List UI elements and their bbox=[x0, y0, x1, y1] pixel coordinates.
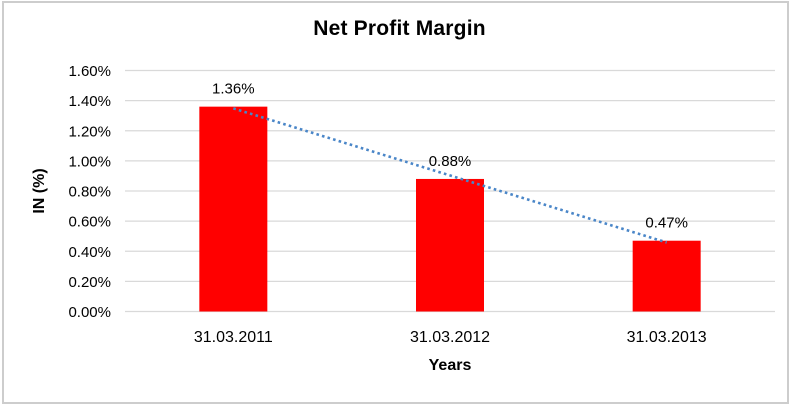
x-axis-tick-label: 31.03.2012 bbox=[410, 329, 490, 346]
data-label: 0.88% bbox=[429, 153, 472, 170]
data-label: 1.36% bbox=[212, 81, 255, 98]
y-axis-tick-label: 1.40% bbox=[68, 93, 111, 110]
x-axis-tick-label: 31.03.2013 bbox=[627, 329, 707, 346]
bar[interactable] bbox=[199, 106, 268, 312]
y-axis-tick-label: 0.60% bbox=[68, 214, 111, 231]
x-axis-title: Years bbox=[428, 357, 472, 374]
y-axis-tick-label: 0.40% bbox=[68, 244, 111, 261]
y-axis-tick-label: 0.20% bbox=[68, 274, 111, 291]
chart-title: Net Profit Margin bbox=[313, 17, 486, 40]
y-axis-tick-label: 1.00% bbox=[68, 153, 111, 170]
x-axis-tick-label: 31.03.2011 bbox=[194, 329, 273, 346]
y-axis-tick-label: 0.00% bbox=[68, 304, 111, 321]
trendline bbox=[232, 107, 668, 244]
chart-border bbox=[2, 1, 789, 404]
y-axis-tick-label: 0.80% bbox=[68, 184, 111, 201]
y-axis-tick-label: 1.20% bbox=[68, 123, 111, 140]
bar[interactable] bbox=[416, 178, 484, 312]
y-axis-title: IN (%) bbox=[31, 168, 48, 214]
y-axis-tick-label: 1.60% bbox=[68, 63, 111, 80]
data-label: 0.47% bbox=[645, 215, 688, 232]
bar[interactable] bbox=[632, 240, 701, 312]
